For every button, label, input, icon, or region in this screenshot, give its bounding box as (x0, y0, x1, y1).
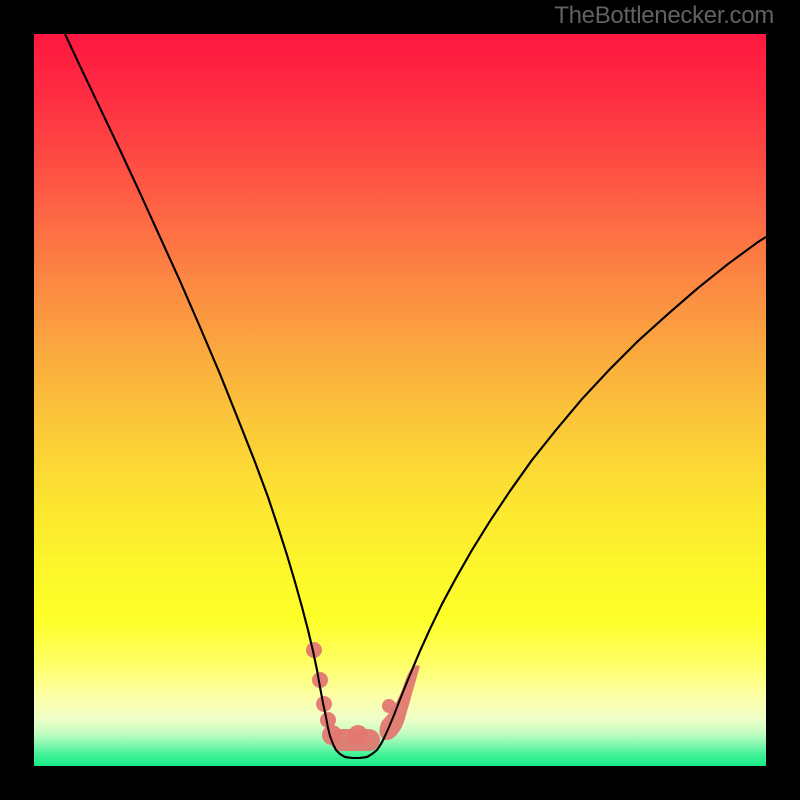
gradient-background (34, 34, 766, 766)
bottleneck-chart (0, 0, 800, 800)
highlight-dot (382, 699, 396, 713)
attribution-text: TheBottlenecker.com (554, 2, 774, 30)
highlight-dot (348, 725, 368, 745)
